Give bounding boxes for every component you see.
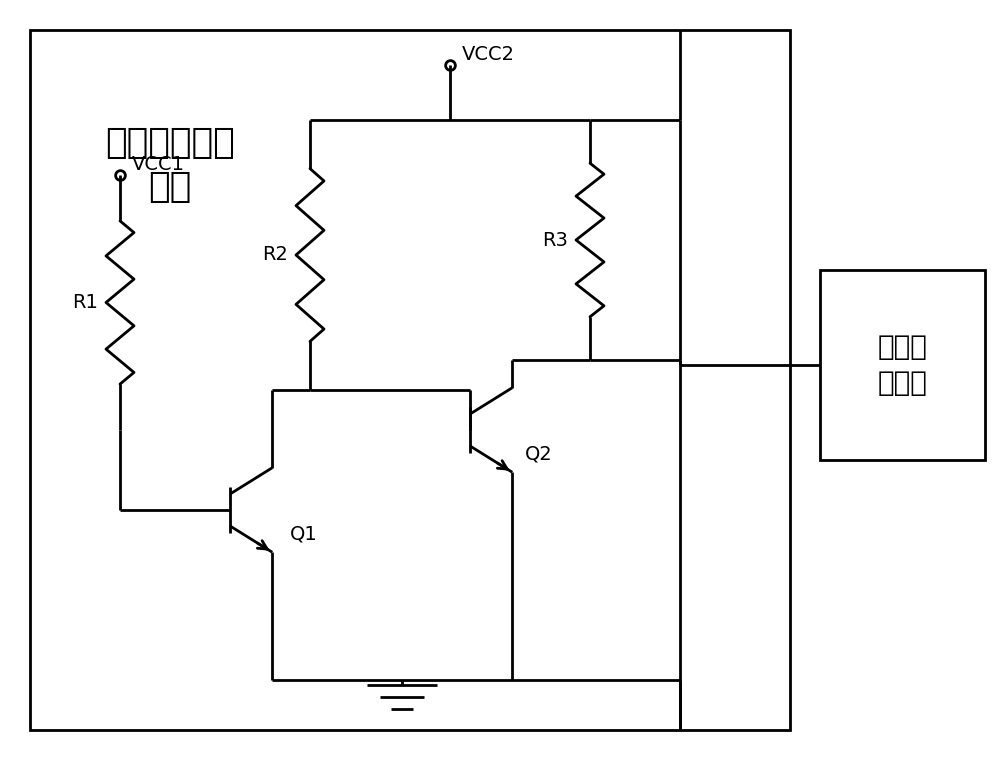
Text: Q1: Q1 xyxy=(290,525,318,544)
Text: R2: R2 xyxy=(262,246,288,265)
Text: R3: R3 xyxy=(542,230,568,250)
Bar xyxy=(820,270,985,460)
Text: Q2: Q2 xyxy=(525,445,553,464)
Bar xyxy=(30,30,790,730)
Text: 上电次序控制
电路: 上电次序控制 电路 xyxy=(105,126,235,204)
Text: VCC1: VCC1 xyxy=(132,155,185,174)
Text: 电源管
理芯片: 电源管 理芯片 xyxy=(878,333,927,398)
Text: R1: R1 xyxy=(72,292,98,311)
Text: VCC2: VCC2 xyxy=(462,45,515,64)
